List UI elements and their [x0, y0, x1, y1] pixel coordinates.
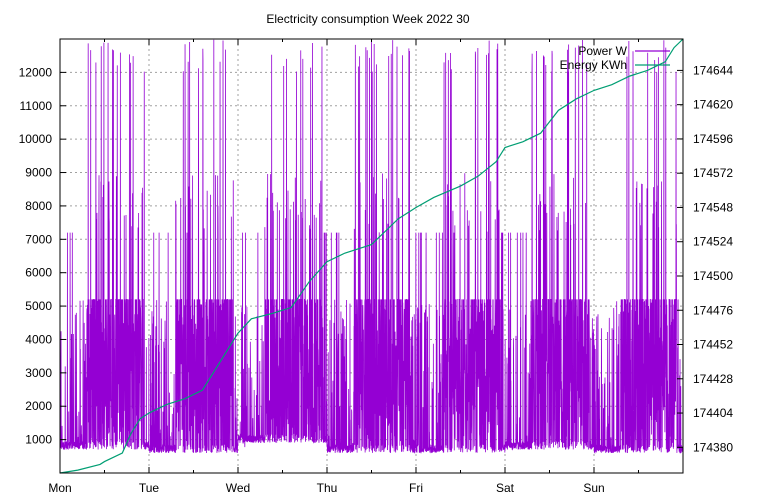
- plot-frame: [59, 38, 684, 474]
- y-tick-label: 4000: [25, 332, 52, 346]
- x-tick-label: Thu: [317, 481, 338, 495]
- y-tick-label: 2000: [25, 399, 52, 413]
- y2-tick-label: 174620: [693, 98, 733, 112]
- series-energy: [59, 38, 684, 474]
- x-tick-label: Tue: [139, 481, 160, 495]
- y2-tick-label: 174476: [693, 303, 733, 317]
- y2-tick-label: 174452: [693, 338, 733, 352]
- energy-line: [59, 38, 684, 474]
- y2-tick-label: 174524: [693, 235, 733, 249]
- chart-title: Electricity consumption Week 2022 30: [266, 12, 470, 26]
- legend-label: Energy KWh: [560, 58, 627, 72]
- y2-tick-label: 174596: [693, 132, 733, 146]
- y-tick-label: 8000: [25, 199, 52, 213]
- x-tick-label: Wed: [226, 481, 250, 495]
- power-line: [59, 39, 684, 454]
- x-tick-label: Fri: [409, 481, 423, 495]
- y-tick-label: 6000: [25, 266, 52, 280]
- y2-tick-label: 174428: [693, 372, 733, 386]
- y2-tick-label: 174548: [693, 200, 733, 214]
- y-tick-label: 9000: [25, 166, 52, 180]
- y-tick-label: 12000: [19, 65, 53, 79]
- y-tick-label: 1000: [25, 433, 52, 447]
- legend-label: Power W: [578, 44, 627, 58]
- series-power: [59, 39, 684, 454]
- x-tick-label: Mon: [48, 481, 71, 495]
- y-tick-label: 3000: [25, 366, 52, 380]
- y2-tick-label: 174380: [693, 440, 733, 454]
- x-tick-label: Sun: [583, 481, 604, 495]
- y-tick-label: 5000: [25, 299, 52, 313]
- x-tick-label: Sat: [496, 481, 515, 495]
- y2-tick-label: 174644: [693, 63, 733, 77]
- axis-ticks: Mon Tue Wed Thu Fri Sat Sun 1000 2000 3000 4000 500…: [19, 39, 733, 495]
- y-tick-label: 11000: [20, 99, 53, 113]
- y2-tick-label: 174404: [693, 406, 733, 420]
- y2-tick-label: 174500: [693, 269, 733, 283]
- y-tick-label: 7000: [25, 232, 52, 246]
- y2-tick-label: 174572: [693, 166, 733, 180]
- y-tick-label: 10000: [19, 132, 53, 146]
